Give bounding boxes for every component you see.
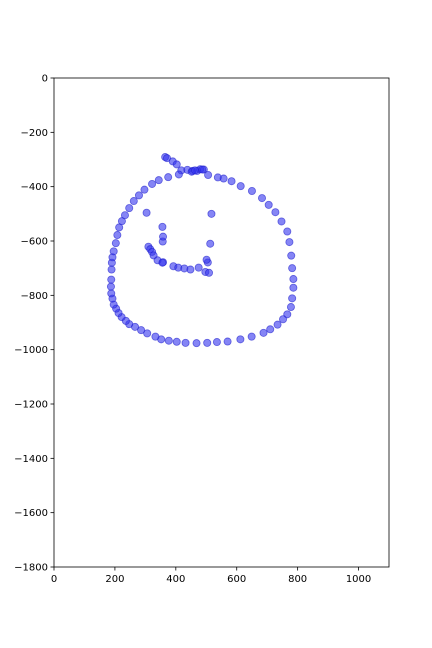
data-point [148,179,157,188]
data-points [106,153,298,348]
data-point [192,339,201,348]
data-point [219,174,228,183]
data-point [288,264,297,273]
data-point [236,335,245,344]
data-point [134,191,143,200]
y-tick-label: −600 [21,237,48,248]
data-point [140,185,149,194]
y-tick-label: −800 [21,291,48,302]
data-point [194,263,203,272]
data-point [288,294,297,303]
data-point [125,204,134,213]
data-point [107,289,116,298]
data-point [181,338,190,347]
data-point [223,337,232,346]
data-point [158,258,167,267]
y-tick-label: 0 [42,74,48,85]
data-point [287,251,296,260]
data-point [207,209,216,218]
data-point [109,247,118,256]
data-point [247,187,256,196]
data-point [174,170,183,179]
data-point [205,268,214,277]
x-tick-label: 200 [105,574,124,585]
y-tick-label: −400 [21,182,48,193]
data-point [227,177,236,186]
data-point [204,170,213,179]
data-point [286,303,295,312]
data-point [277,217,286,226]
data-point [198,165,207,174]
x-tick-label: 600 [227,574,246,585]
data-point [113,231,122,240]
x-tick-label: 800 [288,574,307,585]
y-tick-label: −200 [21,128,48,139]
data-point [206,239,215,248]
y-axis: 0 −200 −400 −600 −800 −1000 −1200 −1400 −1600 −18… [14,74,54,574]
data-point [164,336,173,345]
x-tick-label: 1000 [346,574,371,585]
data-point [273,320,282,329]
data-point [186,265,195,274]
data-point [236,182,245,191]
y-tick-label: −1800 [14,563,48,574]
data-point [202,255,211,264]
data-point [154,176,163,185]
data-point [203,338,212,347]
data-point [264,200,273,209]
y-tick-label: −1200 [14,400,48,411]
data-point [283,227,292,236]
data-point [129,197,138,206]
data-point [172,337,181,346]
data-point [266,325,275,334]
data-point [257,194,266,203]
data-point [106,282,115,291]
data-point [285,238,294,247]
data-point [289,275,298,284]
data-point [111,239,120,248]
data-point [271,208,280,217]
data-point [190,166,199,175]
data-point [142,208,151,217]
data-point [259,328,268,337]
y-tick-label: −1600 [14,508,48,519]
data-point [159,232,168,241]
data-point [164,173,173,182]
data-point [212,338,221,347]
x-tick-label: 0 [51,574,57,585]
data-point [279,315,288,324]
data-point [107,275,116,284]
y-tick-label: −1400 [14,454,48,465]
x-axis: 0 200 400 600 800 1000 [51,567,371,585]
data-point [120,211,129,220]
data-point [289,283,298,292]
data-point [143,329,152,338]
data-point [158,222,167,231]
data-point [247,332,256,341]
plot-frame [53,77,390,568]
data-point [151,332,160,341]
x-tick-label: 400 [166,574,185,585]
data-point [107,265,116,274]
data-point [137,326,146,335]
data-point [172,160,181,169]
y-tick-label: −1000 [14,345,48,356]
